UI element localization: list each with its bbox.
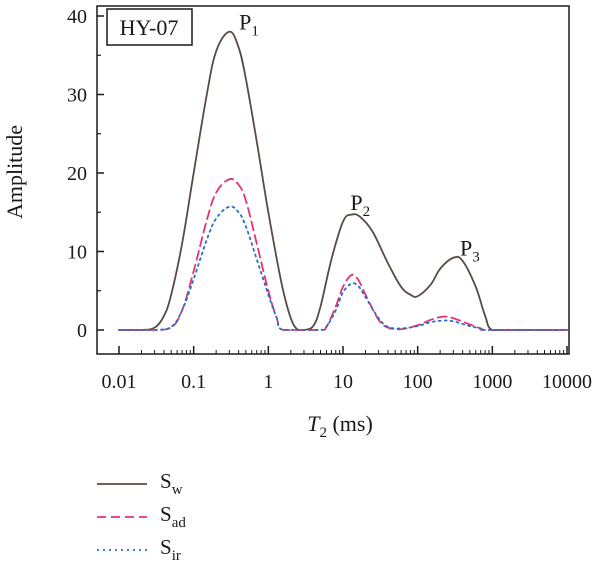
peak-label-main: P xyxy=(460,235,472,260)
peak-label-main: P xyxy=(350,190,362,215)
plot-frame xyxy=(96,5,570,355)
y-tick-label: 0 xyxy=(77,320,87,342)
y-axis-title: Amplitude xyxy=(2,125,27,219)
legend-label-main: S xyxy=(160,502,172,526)
series-layer xyxy=(118,30,568,331)
series-line-sad xyxy=(118,178,568,331)
peak-label-main: P xyxy=(239,9,251,34)
y-tick-label: 20 xyxy=(67,163,87,185)
legend-label: Sw xyxy=(160,469,183,498)
sample-label: HY-07 xyxy=(120,15,179,40)
x-tick-label: 100 xyxy=(403,371,433,393)
x-axis-title-sub: 2 xyxy=(319,425,327,441)
x-axis-title: T2 (ms) xyxy=(307,411,373,441)
x-tick-label: 0.01 xyxy=(102,371,137,393)
series-line-sir xyxy=(118,205,568,331)
x-axis-title-unit: (ms) xyxy=(327,411,373,436)
x-tick-label: 0.1 xyxy=(181,371,206,393)
peak-label-sub: 1 xyxy=(251,23,259,39)
x-tick-label: 10000 xyxy=(542,371,592,393)
x-axis: 0.01 0.1 1 10 100 1000 10000 xyxy=(102,346,592,393)
peak-label: P2 xyxy=(350,190,370,220)
peak-label-sub: 2 xyxy=(363,204,371,220)
legend-label-sub: ad xyxy=(172,515,187,531)
peak-label: P1 xyxy=(239,9,259,39)
x-tick-label: 10 xyxy=(333,371,353,393)
peak-label-sub: 3 xyxy=(472,249,480,265)
legend-label-sub: w xyxy=(172,482,183,498)
peak-label: P3 xyxy=(460,235,480,265)
x-axis-title-main: T xyxy=(307,411,321,436)
legend-label-main: S xyxy=(160,535,172,559)
x-tick-label: 1 xyxy=(263,371,273,393)
y-tick-label: 40 xyxy=(67,6,87,28)
y-tick-label: 30 xyxy=(67,85,87,107)
sample-label-box: HY-07 xyxy=(106,8,193,46)
legend-label: Sad xyxy=(160,502,186,531)
legend-label: Sir xyxy=(160,535,181,564)
legend-label-sub: ir xyxy=(172,548,181,564)
series-line-sw xyxy=(118,30,568,331)
x-tick-label: 1000 xyxy=(472,371,512,393)
y-axis: 0 10 20 30 40 xyxy=(67,6,104,342)
legend-label-main: S xyxy=(160,469,172,493)
y-tick-label: 10 xyxy=(67,242,87,264)
